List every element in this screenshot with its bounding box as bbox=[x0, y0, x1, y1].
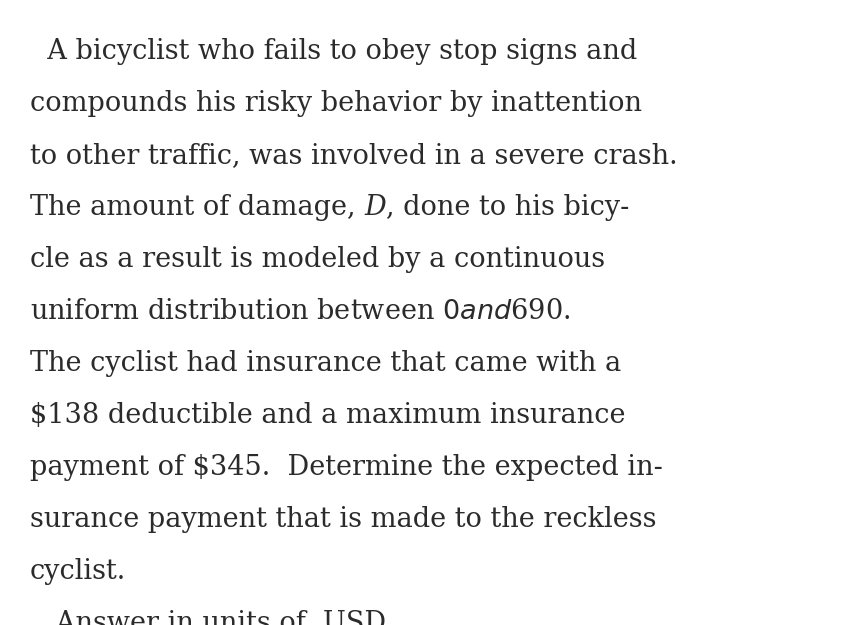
Text: $138 deductible and a maximum insurance: $138 deductible and a maximum insurance bbox=[30, 402, 625, 429]
Text: D: D bbox=[364, 194, 386, 221]
Text: , done to his bicy-: , done to his bicy- bbox=[386, 194, 629, 221]
Text: cyclist.: cyclist. bbox=[30, 558, 127, 585]
Text: Answer in units of  USD.: Answer in units of USD. bbox=[30, 610, 394, 625]
Text: The cyclist had insurance that came with a: The cyclist had insurance that came with… bbox=[30, 350, 622, 377]
Text: uniform distribution between $0 and $690.: uniform distribution between $0 and $690… bbox=[30, 298, 570, 325]
Text: to other traffic, was involved in a severe crash.: to other traffic, was involved in a seve… bbox=[30, 142, 678, 169]
Text: payment of $345.  Determine the expected in-: payment of $345. Determine the expected … bbox=[30, 454, 663, 481]
Text: cle as a result is modeled by a continuous: cle as a result is modeled by a continuo… bbox=[30, 246, 605, 273]
Text: The amount of damage,: The amount of damage, bbox=[30, 194, 364, 221]
Text: surance payment that is made to the reckless: surance payment that is made to the reck… bbox=[30, 506, 656, 533]
Text: compounds his risky behavior by inattention: compounds his risky behavior by inattent… bbox=[30, 90, 642, 117]
Text: A bicyclist who fails to obey stop signs and: A bicyclist who fails to obey stop signs… bbox=[30, 38, 637, 65]
